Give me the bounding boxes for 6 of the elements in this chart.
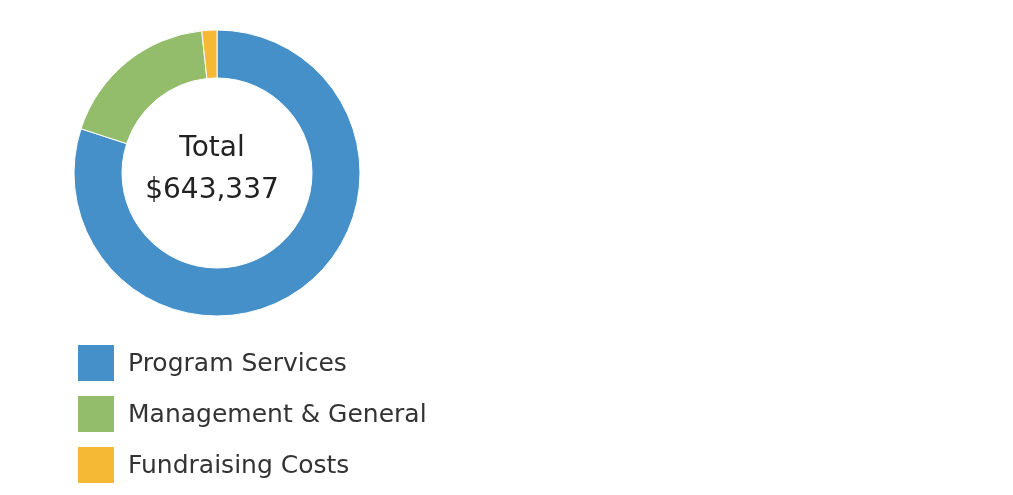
legend-label: Fundraising Costs xyxy=(128,450,350,479)
legend-label: Management & General xyxy=(128,399,427,428)
legend-label: Program Services xyxy=(128,348,347,377)
text: Total xyxy=(178,129,246,165)
donut-slice xyxy=(73,29,361,317)
text: $643,337 xyxy=(144,171,280,207)
